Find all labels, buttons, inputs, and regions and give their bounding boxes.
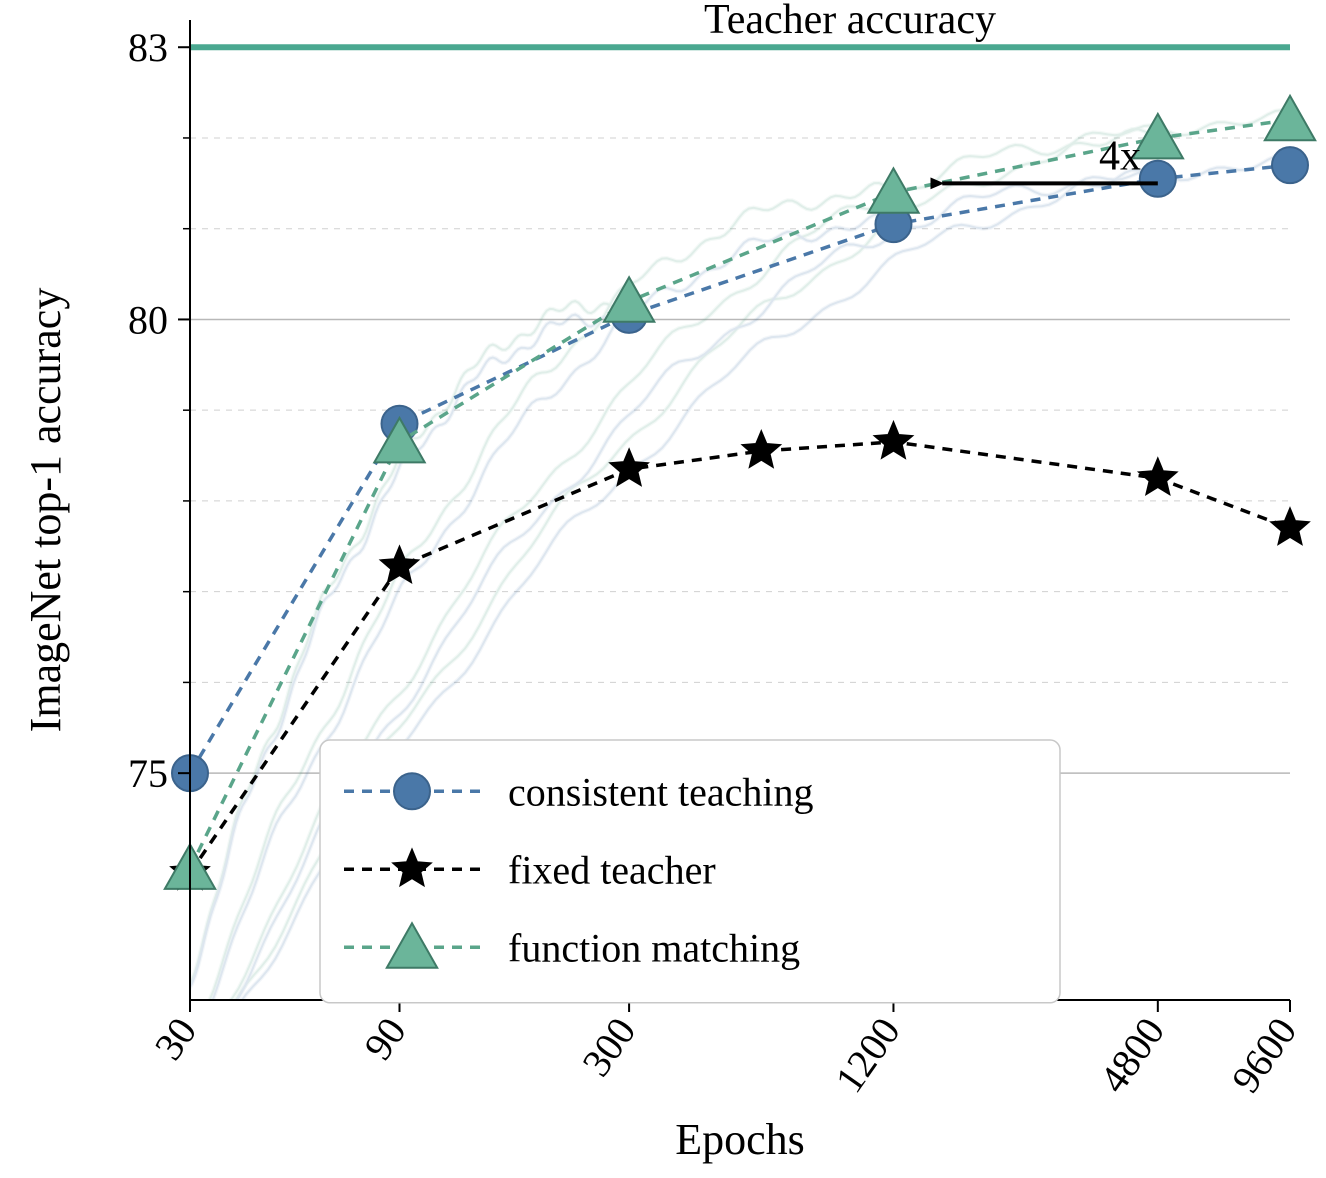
- legend-item-label: fixed teacher: [508, 847, 716, 892]
- speedup-label: 4x: [1099, 133, 1141, 179]
- teacher-accuracy-label: Teacher accuracy: [704, 0, 996, 43]
- legend-item-label: function matching: [508, 925, 800, 970]
- legend-item-label: consistent teaching: [508, 769, 813, 814]
- legend: consistent teaching fixed teacher function…: [320, 740, 1060, 1003]
- y-axis-label: ImageNet top-1 accuracy: [21, 288, 70, 733]
- y-tick-label: 83: [128, 25, 168, 70]
- x-axis-label: Epochs: [675, 1115, 805, 1164]
- y-tick-label: 80: [128, 297, 168, 342]
- chart-container: Teacher accuracy4x7580833090300120048009…: [0, 0, 1326, 1178]
- y-tick-label: 75: [128, 751, 168, 796]
- line-chart: Teacher accuracy4x7580833090300120048009…: [0, 0, 1326, 1178]
